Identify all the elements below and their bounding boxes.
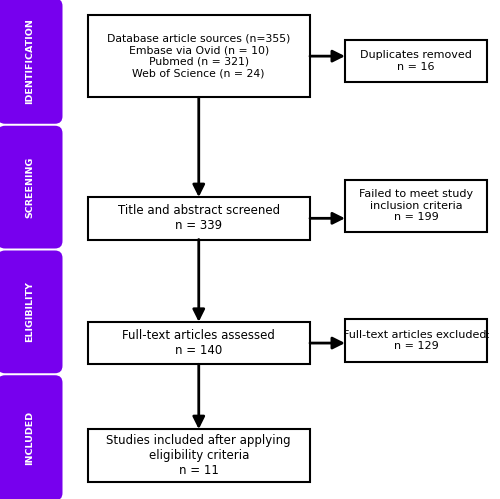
FancyBboxPatch shape: [88, 322, 310, 364]
Text: Failed to meet study
inclusion criteria
n = 199: Failed to meet study inclusion criteria …: [359, 189, 474, 223]
Text: Full-text articles excluded:
n = 129: Full-text articles excluded: n = 129: [342, 330, 490, 351]
Text: Studies included after applying
eligibility criteria
n = 11: Studies included after applying eligibil…: [106, 434, 291, 477]
FancyBboxPatch shape: [345, 180, 488, 232]
FancyBboxPatch shape: [345, 319, 488, 362]
FancyBboxPatch shape: [0, 250, 62, 373]
Text: SCREENING: SCREENING: [26, 157, 35, 218]
FancyBboxPatch shape: [88, 429, 310, 482]
Text: Full-text articles assessed
n = 140: Full-text articles assessed n = 140: [122, 329, 275, 357]
FancyBboxPatch shape: [0, 0, 62, 124]
FancyBboxPatch shape: [0, 375, 62, 499]
Text: Database article sources (n=355)
Embase via Ovid (n = 10)
Pubmed (n = 321)
Web o: Database article sources (n=355) Embase …: [107, 34, 290, 78]
Text: INCLUDED: INCLUDED: [26, 411, 35, 465]
FancyBboxPatch shape: [0, 126, 62, 249]
FancyBboxPatch shape: [88, 197, 310, 240]
Text: Title and abstract screened
n = 339: Title and abstract screened n = 339: [118, 204, 280, 233]
Text: ELIGIBILITY: ELIGIBILITY: [26, 281, 35, 342]
Text: IDENTIFICATION: IDENTIFICATION: [26, 18, 35, 104]
Text: Duplicates removed
n = 16: Duplicates removed n = 16: [360, 50, 472, 72]
FancyBboxPatch shape: [88, 15, 310, 97]
FancyBboxPatch shape: [345, 40, 488, 82]
